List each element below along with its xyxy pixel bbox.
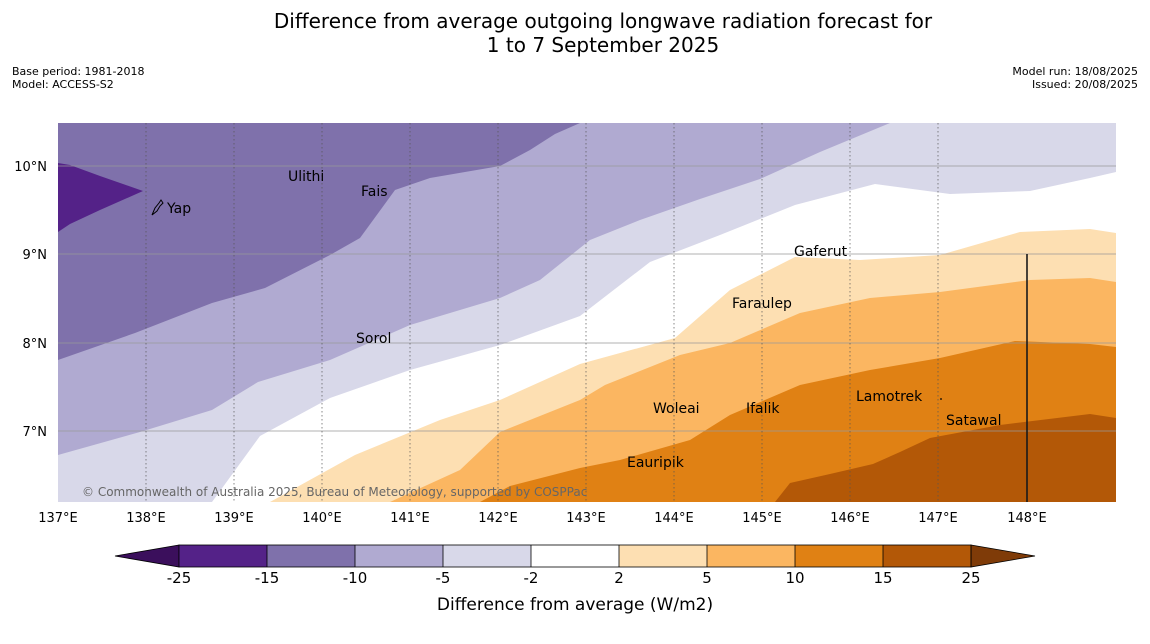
colorbar: -25 -15 -10 -5 -2 2 5 10 15 25 Differenc…	[114, 544, 1036, 615]
place-gaferut: Gaferut	[794, 244, 848, 260]
place-ulithi: Ulithi	[288, 169, 324, 185]
place-ifalik: Ifalik	[746, 401, 780, 417]
lon-tick: 137°E	[38, 511, 78, 526]
colorbar-segment	[883, 545, 971, 567]
meta-left: Base period: 1981-2018 Model: ACCESS-S2	[12, 65, 144, 91]
place-woleai: Woleai	[653, 401, 700, 417]
colorbar-tick: 25	[961, 569, 980, 587]
lat-tick: 7°N	[23, 425, 48, 440]
lon-tick: 141°E	[390, 511, 430, 526]
lon-tick: 146°E	[830, 511, 870, 526]
place-sorol: Sorol	[356, 331, 391, 347]
lon-tick: 142°E	[478, 511, 518, 526]
issued-date: Issued: 20/08/2025	[1031, 78, 1138, 91]
colorbar-segment	[619, 545, 707, 567]
title-line-1: Difference from average outgoing longwav…	[273, 9, 933, 33]
lon-tick-labels: 137°E 138°E 139°E 140°E 141°E 142°E 143°…	[38, 511, 1047, 526]
place-yap: Yap	[166, 201, 191, 217]
colorbar-segment	[795, 545, 883, 567]
lon-gridlines	[145, 123, 939, 502]
map-title: Difference from average outgoing longwav…	[0, 9, 1150, 57]
place-eauripik: Eauripik	[627, 455, 685, 471]
colorbar-segment	[531, 545, 619, 567]
lat-tick-labels: 10°N 9°N 8°N 7°N	[14, 160, 47, 440]
colorbar-tick: -10	[343, 569, 368, 587]
colorbar-tick: 2	[614, 569, 624, 587]
model-name: Model: ACCESS-S2	[12, 78, 114, 91]
colorbar-extend-high	[970, 544, 1036, 568]
meta-right: Model run: 18/08/2025 Issued: 20/08/2025	[1012, 65, 1138, 91]
olr-anomaly-field	[58, 123, 1116, 502]
lon-tick: 147°E	[918, 511, 958, 526]
graticule	[58, 123, 1116, 502]
colorbar-label: Difference from average (W/m2)	[437, 595, 713, 615]
lon-tick: 139°E	[214, 511, 254, 526]
lat-tick: 9°N	[23, 248, 48, 263]
colorbar-tick: -15	[255, 569, 280, 587]
band-plus15-plus25	[775, 414, 1116, 502]
colorbar-segment	[443, 545, 531, 567]
place-lamotrek: Lamotrek	[856, 389, 923, 405]
lon-tick: 148°E	[1007, 511, 1047, 526]
band-minus25-minus15	[58, 163, 143, 232]
colorbar-tick: -25	[167, 569, 192, 587]
colorbar-tick: 5	[702, 569, 712, 587]
lon-tick: 144°E	[654, 511, 694, 526]
colorbar-tick: 10	[785, 569, 804, 587]
place-faraulep: Faraulep	[732, 296, 792, 312]
lon-tick: 140°E	[302, 511, 342, 526]
lon-tick: 138°E	[126, 511, 166, 526]
colorbar-tick: -2	[524, 569, 539, 587]
colorbar-segment	[179, 545, 267, 567]
model-run: Model run: 18/08/2025	[1012, 65, 1138, 78]
lat-tick: 10°N	[14, 160, 47, 175]
lon-tick: 145°E	[742, 511, 782, 526]
lon-tick: 143°E	[566, 511, 606, 526]
band-minus15-minus10	[58, 123, 580, 360]
copyright-notice: © Commonwealth of Australia 2025, Bureau…	[82, 485, 587, 499]
place-labels: Yap Ulithi Fais Sorol Gaferut Faraulep W…	[166, 169, 1001, 471]
island-dot	[940, 398, 942, 400]
colorbar-segment	[707, 545, 795, 567]
colorbar-segment	[355, 545, 443, 567]
colorbar-segment	[267, 545, 355, 567]
place-fais: Fais	[361, 184, 388, 200]
colorbar-tick: 15	[873, 569, 892, 587]
colorbar-frame	[178, 544, 972, 568]
colorbar-tick: -5	[436, 569, 451, 587]
base-period: Base period: 1981-2018	[12, 65, 145, 78]
colorbar-extend-low	[114, 544, 180, 568]
lat-tick: 8°N	[23, 337, 48, 352]
yap-island-icon	[151, 199, 164, 216]
place-satawal: Satawal	[946, 413, 1001, 429]
title-line-2: 1 to 7 September 2025	[486, 33, 720, 57]
